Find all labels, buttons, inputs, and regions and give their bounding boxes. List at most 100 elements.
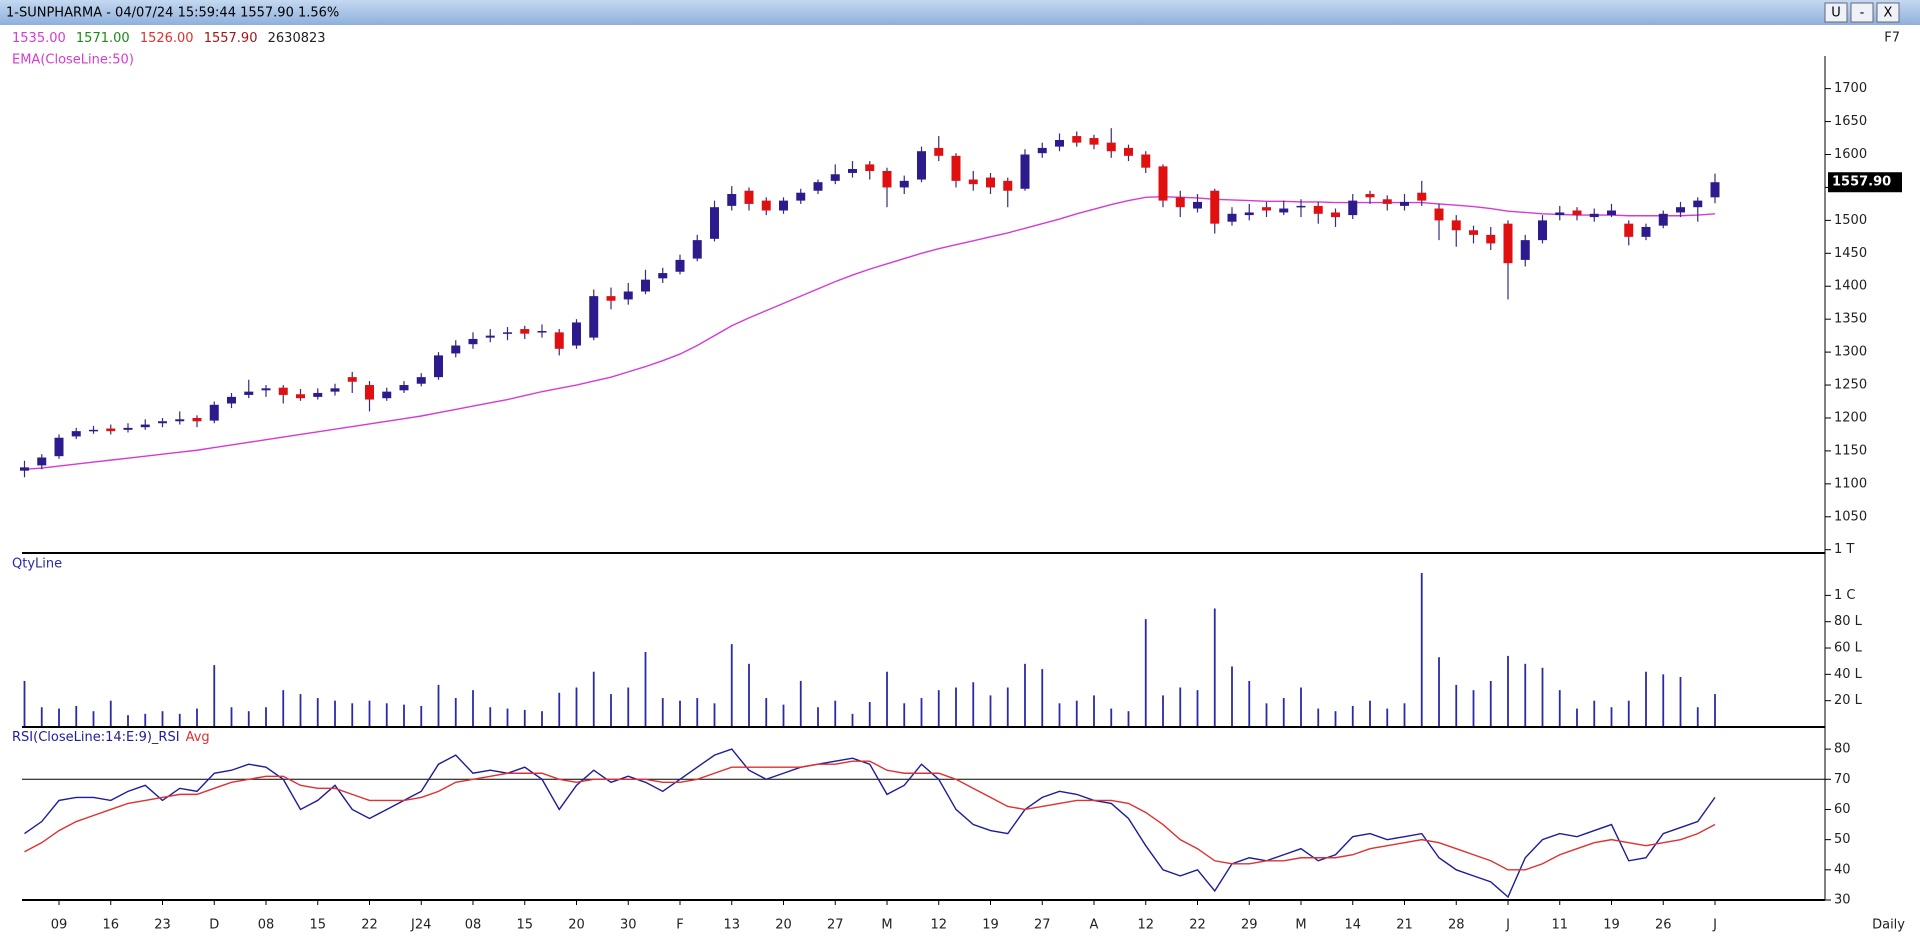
candle-body <box>1055 140 1064 147</box>
x-tick-label: J <box>1505 918 1510 933</box>
x-tick-label: 26 <box>1655 918 1672 933</box>
candle-body <box>158 421 167 424</box>
candle-body <box>606 296 616 301</box>
candle-body <box>1400 201 1409 206</box>
legend: RSI(CloseLine:14:E:9)_RSI Avg <box>12 730 210 745</box>
button-label[interactable]: X <box>1884 6 1893 21</box>
candle-body <box>244 391 254 395</box>
candle-body <box>1244 212 1254 216</box>
candle-body <box>1037 147 1047 154</box>
candle-body <box>347 377 357 382</box>
candle-body <box>1348 200 1358 216</box>
button[interactable] <box>1824 2 1848 23</box>
panel-title: QtyLine <box>12 557 62 572</box>
candle-body <box>1572 210 1582 216</box>
candle-body <box>434 355 443 378</box>
x-tick-label: F <box>676 918 683 933</box>
candle-body <box>934 147 944 156</box>
y-tick-label: 1700 <box>1834 81 1867 96</box>
candle-body <box>1072 136 1082 143</box>
candle-body <box>1693 200 1703 208</box>
title-bar <box>0 0 1920 25</box>
candle-body <box>796 192 806 201</box>
candle-body <box>1417 192 1427 201</box>
x-tick-label: 11 <box>1551 918 1568 933</box>
candle-body <box>865 164 875 171</box>
button-label[interactable]: U <box>1831 6 1841 21</box>
legend-entry: RSI(CloseLine:14:E:9)_RSI <box>12 730 180 745</box>
x-tick-label: 08 <box>465 918 482 933</box>
shortcut: F7 <box>1884 31 1900 46</box>
period: Daily <box>1872 918 1905 933</box>
x-tick-label: M <box>881 918 892 933</box>
series-line <box>24 748 1716 899</box>
x-tick-label: 14 <box>1344 918 1361 933</box>
candle-body <box>744 190 754 204</box>
candle-body <box>1434 208 1444 221</box>
candle-body <box>1710 182 1720 198</box>
candle-body <box>1676 207 1685 213</box>
y-tick-label: 60 <box>1834 802 1851 817</box>
candle-body <box>1020 154 1030 189</box>
candle-body <box>1279 208 1289 213</box>
y-tick-label: 30 <box>1834 893 1851 908</box>
y-tick-label: 1050 <box>1834 509 1867 524</box>
button[interactable] <box>1876 2 1900 23</box>
high: 1571.00 <box>76 31 130 46</box>
candle-body <box>485 335 495 338</box>
y-tick-label: 1500 <box>1834 213 1867 228</box>
candle-body <box>675 259 685 272</box>
y-tick-label: 1150 <box>1834 443 1867 458</box>
y-tick-label: 1450 <box>1834 246 1867 261</box>
legend-entry: Avg <box>186 730 210 745</box>
candle-body <box>641 279 650 292</box>
candle-body <box>761 200 771 211</box>
candle-body <box>623 291 633 300</box>
x-tick-label: 15 <box>516 918 533 933</box>
x-tick-label: M <box>1295 918 1306 933</box>
y-tick-label: 1 T <box>1834 542 1854 557</box>
candle-body <box>1106 142 1116 152</box>
legend-entry: EMA(CloseLine:50) <box>12 53 134 68</box>
candle-body <box>1141 154 1151 168</box>
y-tick-label: 1650 <box>1834 114 1867 129</box>
close: 1557.90 <box>204 31 258 46</box>
candle-body <box>296 394 305 399</box>
x-tick-label: A <box>1090 918 1099 933</box>
y-tick-label: 1100 <box>1834 476 1867 491</box>
y-tick-label: 40 <box>1834 862 1851 877</box>
candle-body <box>1003 180 1013 191</box>
candle-body <box>227 396 236 404</box>
candle-body <box>1607 210 1616 216</box>
y-tick-label: 80 <box>1834 742 1851 757</box>
candle-body <box>330 388 340 392</box>
x-tick-label: 28 <box>1448 918 1465 933</box>
button[interactable] <box>1850 2 1874 23</box>
x-tick-label: 16 <box>102 918 119 933</box>
candle-body <box>1158 166 1168 201</box>
x-tick-label: 30 <box>620 918 637 933</box>
candle-body <box>1124 147 1133 156</box>
candle-body <box>848 168 857 173</box>
y-tick-label: 1600 <box>1834 147 1867 162</box>
y-tick-label: 40 L <box>1834 667 1863 682</box>
low: 1526.00 <box>140 31 194 46</box>
candle-body <box>1365 194 1375 198</box>
candle-body <box>537 331 547 333</box>
x-tick-label: 12 <box>1137 918 1154 933</box>
candle-body <box>1538 220 1547 241</box>
candle-body <box>710 207 719 239</box>
candle-body <box>123 427 133 430</box>
series-line <box>24 760 1716 871</box>
x-tick-label: 09 <box>51 918 68 933</box>
candle-body <box>968 179 978 185</box>
candle-body <box>1520 240 1530 260</box>
y-tick-label: 60 L <box>1834 641 1863 656</box>
button-label[interactable]: - <box>1860 6 1865 21</box>
candle-body <box>382 391 392 399</box>
candle-body <box>1296 205 1306 208</box>
candle-body <box>1262 207 1271 211</box>
candle-body <box>899 180 909 188</box>
volume: 2630823 <box>268 31 326 46</box>
